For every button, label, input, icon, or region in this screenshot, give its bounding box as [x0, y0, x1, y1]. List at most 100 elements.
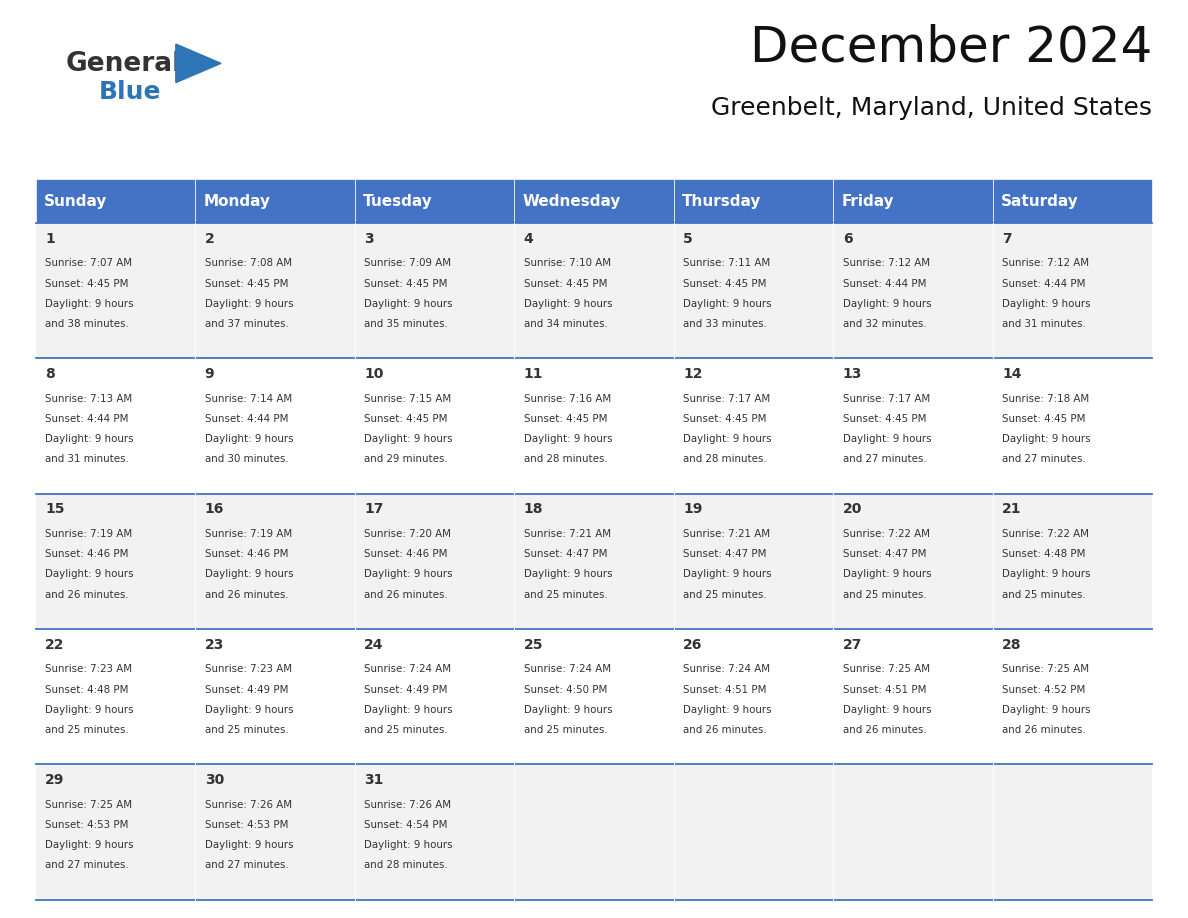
Text: 2: 2 [204, 231, 214, 246]
Text: Daylight: 9 hours: Daylight: 9 hours [365, 299, 453, 308]
Text: Daylight: 9 hours: Daylight: 9 hours [45, 840, 133, 850]
Text: Tuesday: Tuesday [364, 194, 432, 208]
Bar [993, 179, 1152, 223]
Text: 29: 29 [45, 773, 64, 787]
Text: Sunset: 4:47 PM: Sunset: 4:47 PM [524, 549, 607, 559]
Text: Sunset: 4:48 PM: Sunset: 4:48 PM [1003, 549, 1086, 559]
Text: Sunrise: 7:24 AM: Sunrise: 7:24 AM [365, 665, 451, 675]
Text: Sunset: 4:51 PM: Sunset: 4:51 PM [842, 685, 927, 695]
Text: and 26 minutes.: and 26 minutes. [365, 589, 448, 599]
Text: 25: 25 [524, 638, 543, 652]
Text: Sunset: 4:45 PM: Sunset: 4:45 PM [204, 279, 289, 288]
Text: Sunrise: 7:26 AM: Sunrise: 7:26 AM [365, 800, 451, 810]
Text: and 30 minutes.: and 30 minutes. [204, 454, 289, 465]
Text: Saturday: Saturday [1001, 194, 1079, 208]
Text: Daylight: 9 hours: Daylight: 9 hours [842, 299, 931, 308]
Text: Daylight: 9 hours: Daylight: 9 hours [204, 705, 293, 715]
Text: Sunset: 4:45 PM: Sunset: 4:45 PM [365, 279, 448, 288]
Text: Daylight: 9 hours: Daylight: 9 hours [524, 434, 612, 444]
Bar [674, 179, 833, 223]
Text: Sunset: 4:45 PM: Sunset: 4:45 PM [1003, 414, 1086, 424]
Text: Sunset: 4:48 PM: Sunset: 4:48 PM [45, 685, 128, 695]
Text: Daylight: 9 hours: Daylight: 9 hours [683, 299, 772, 308]
Bar [36, 179, 195, 223]
Text: 21: 21 [1003, 502, 1022, 516]
Text: Daylight: 9 hours: Daylight: 9 hours [45, 705, 133, 715]
Text: and 27 minutes.: and 27 minutes. [842, 454, 927, 465]
Text: Sunset: 4:49 PM: Sunset: 4:49 PM [204, 685, 289, 695]
Text: 9: 9 [204, 367, 214, 381]
Bar [36, 629, 195, 765]
Text: Monday: Monday [203, 194, 271, 208]
Text: 27: 27 [842, 638, 862, 652]
Bar [833, 494, 993, 629]
Text: Daylight: 9 hours: Daylight: 9 hours [1003, 299, 1091, 308]
Text: and 37 minutes.: and 37 minutes. [204, 319, 289, 329]
Text: and 29 minutes.: and 29 minutes. [365, 454, 448, 465]
Text: and 31 minutes.: and 31 minutes. [45, 454, 128, 465]
Text: Sunrise: 7:23 AM: Sunrise: 7:23 AM [204, 665, 292, 675]
Text: Sunset: 4:45 PM: Sunset: 4:45 PM [524, 414, 607, 424]
Text: Sunday: Sunday [44, 194, 107, 208]
Bar [674, 358, 833, 494]
Bar [36, 358, 195, 494]
Text: and 28 minutes.: and 28 minutes. [683, 454, 767, 465]
Text: Sunrise: 7:08 AM: Sunrise: 7:08 AM [204, 259, 292, 268]
Text: Daylight: 9 hours: Daylight: 9 hours [524, 705, 612, 715]
Text: 18: 18 [524, 502, 543, 516]
Bar [674, 629, 833, 765]
Text: 7: 7 [1003, 231, 1012, 246]
Text: Sunset: 4:46 PM: Sunset: 4:46 PM [204, 549, 289, 559]
Text: and 35 minutes.: and 35 minutes. [365, 319, 448, 329]
Bar [195, 494, 355, 629]
Text: Sunset: 4:54 PM: Sunset: 4:54 PM [365, 820, 448, 830]
Text: Sunrise: 7:22 AM: Sunrise: 7:22 AM [1003, 529, 1089, 539]
Bar [355, 494, 514, 629]
Text: Daylight: 9 hours: Daylight: 9 hours [204, 569, 293, 579]
Text: Sunrise: 7:22 AM: Sunrise: 7:22 AM [842, 529, 930, 539]
Text: Sunset: 4:45 PM: Sunset: 4:45 PM [683, 414, 766, 424]
Text: Sunrise: 7:16 AM: Sunrise: 7:16 AM [524, 394, 611, 404]
Text: 20: 20 [842, 502, 862, 516]
Text: 22: 22 [45, 638, 64, 652]
Text: and 26 minutes.: and 26 minutes. [683, 725, 767, 735]
Bar [514, 179, 674, 223]
Text: 23: 23 [204, 638, 225, 652]
Text: Daylight: 9 hours: Daylight: 9 hours [1003, 705, 1091, 715]
Text: and 25 minutes.: and 25 minutes. [1003, 589, 1086, 599]
Bar [355, 179, 514, 223]
Text: Sunset: 4:47 PM: Sunset: 4:47 PM [842, 549, 927, 559]
Bar [833, 179, 993, 223]
Text: Sunrise: 7:12 AM: Sunrise: 7:12 AM [1003, 259, 1089, 268]
Bar [195, 629, 355, 765]
Text: and 27 minutes.: and 27 minutes. [204, 860, 289, 870]
Text: and 25 minutes.: and 25 minutes. [204, 725, 289, 735]
Text: Sunset: 4:44 PM: Sunset: 4:44 PM [204, 414, 289, 424]
Text: Sunrise: 7:25 AM: Sunrise: 7:25 AM [842, 665, 930, 675]
Text: Sunrise: 7:21 AM: Sunrise: 7:21 AM [524, 529, 611, 539]
Text: Sunset: 4:53 PM: Sunset: 4:53 PM [204, 820, 289, 830]
Text: Sunrise: 7:19 AM: Sunrise: 7:19 AM [45, 529, 132, 539]
Text: Daylight: 9 hours: Daylight: 9 hours [365, 705, 453, 715]
Bar [993, 494, 1152, 629]
Bar [674, 223, 833, 358]
Text: Blue: Blue [99, 80, 162, 104]
Bar [833, 629, 993, 765]
Text: Sunrise: 7:10 AM: Sunrise: 7:10 AM [524, 259, 611, 268]
Text: 6: 6 [842, 231, 853, 246]
Text: Sunrise: 7:15 AM: Sunrise: 7:15 AM [365, 394, 451, 404]
Text: Daylight: 9 hours: Daylight: 9 hours [524, 569, 612, 579]
Text: 28: 28 [1003, 638, 1022, 652]
Text: Sunrise: 7:24 AM: Sunrise: 7:24 AM [524, 665, 611, 675]
Text: Daylight: 9 hours: Daylight: 9 hours [45, 299, 133, 308]
Text: Sunset: 4:44 PM: Sunset: 4:44 PM [842, 279, 927, 288]
Text: and 26 minutes.: and 26 minutes. [204, 589, 289, 599]
Text: Sunrise: 7:24 AM: Sunrise: 7:24 AM [683, 665, 770, 675]
Text: Wednesday: Wednesday [523, 194, 621, 208]
Text: and 25 minutes.: and 25 minutes. [45, 725, 128, 735]
Text: Daylight: 9 hours: Daylight: 9 hours [45, 569, 133, 579]
Text: Sunset: 4:47 PM: Sunset: 4:47 PM [683, 549, 766, 559]
Bar [833, 358, 993, 494]
Text: 8: 8 [45, 367, 55, 381]
Text: Sunrise: 7:18 AM: Sunrise: 7:18 AM [1003, 394, 1089, 404]
